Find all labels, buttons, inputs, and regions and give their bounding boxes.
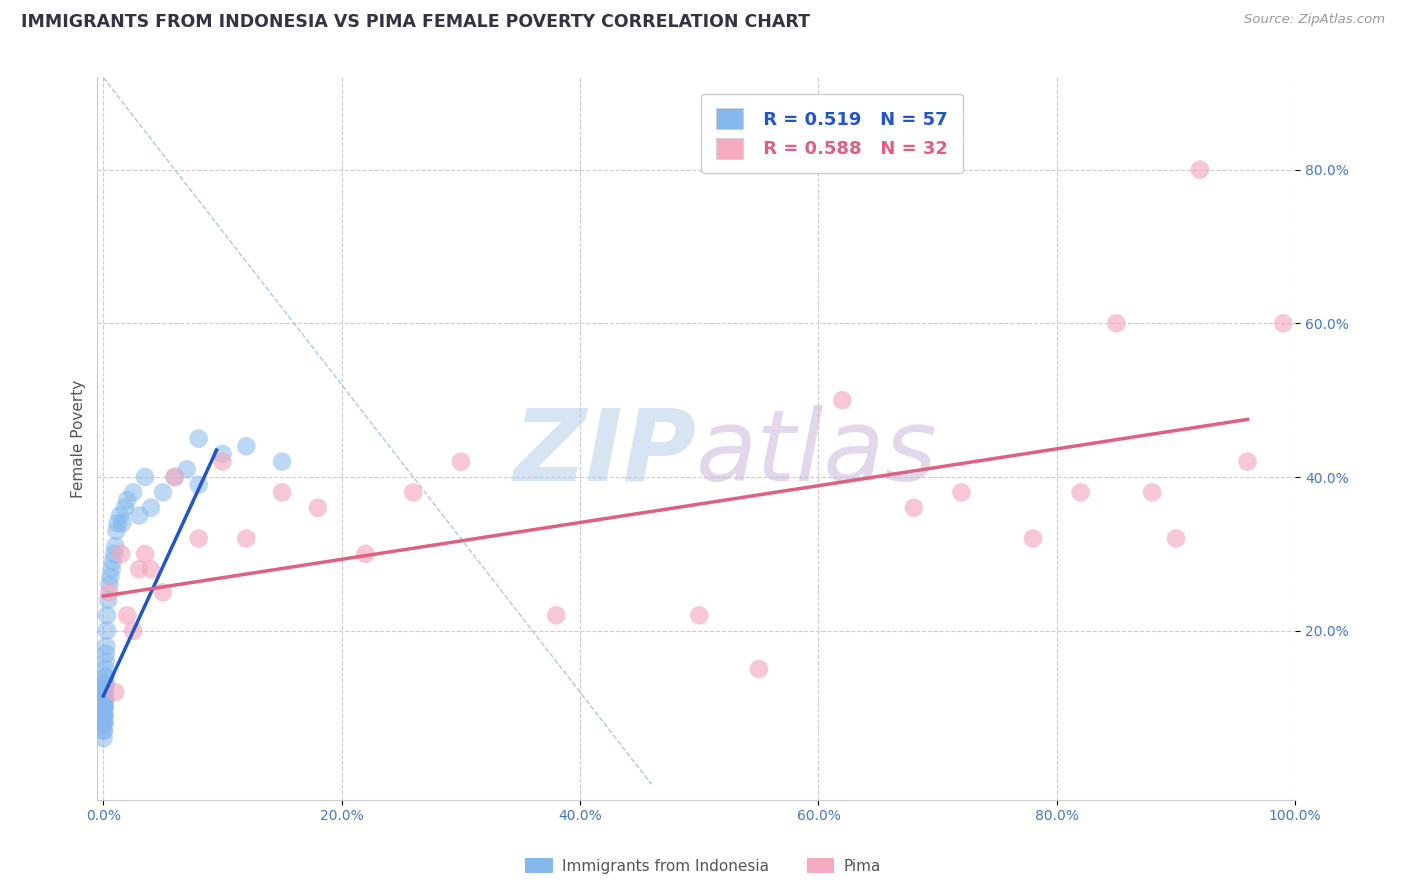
Point — [152, 485, 174, 500]
Point — [93, 715, 115, 730]
Point — [94, 655, 117, 669]
Point — [94, 670, 117, 684]
Point — [100, 570, 122, 584]
Point — [96, 639, 118, 653]
Point — [211, 455, 233, 469]
Point — [104, 685, 127, 699]
Point — [235, 439, 257, 453]
Point — [546, 608, 568, 623]
Point — [105, 524, 128, 538]
Point — [93, 693, 115, 707]
Point — [271, 455, 294, 469]
Point — [128, 508, 150, 523]
Point — [134, 547, 156, 561]
Point — [152, 585, 174, 599]
Point — [1105, 316, 1128, 330]
Point — [950, 485, 973, 500]
Point — [115, 608, 138, 623]
Point — [1070, 485, 1092, 500]
Point — [235, 532, 257, 546]
Point — [97, 593, 120, 607]
Point — [271, 485, 294, 500]
Point — [139, 500, 162, 515]
Point — [831, 393, 853, 408]
Point — [110, 547, 132, 561]
Point — [307, 500, 329, 515]
Point — [94, 693, 117, 707]
Point — [93, 708, 115, 723]
Legend: Immigrants from Indonesia, Pima: Immigrants from Indonesia, Pima — [519, 852, 887, 880]
Text: ZIP: ZIP — [513, 405, 696, 501]
Point — [122, 485, 145, 500]
Point — [93, 723, 115, 738]
Point — [903, 500, 925, 515]
Point — [94, 647, 117, 661]
Point — [1188, 162, 1211, 177]
Point — [354, 547, 377, 561]
Point — [114, 500, 136, 515]
Point — [111, 516, 134, 530]
Point — [139, 562, 162, 576]
Point — [688, 608, 710, 623]
Point — [748, 662, 770, 676]
Point — [211, 447, 233, 461]
Text: IMMIGRANTS FROM INDONESIA VS PIMA FEMALE POVERTY CORRELATION CHART: IMMIGRANTS FROM INDONESIA VS PIMA FEMALE… — [21, 13, 810, 31]
Point — [96, 608, 118, 623]
Point — [93, 708, 115, 723]
Point — [176, 462, 198, 476]
Text: Source: ZipAtlas.com: Source: ZipAtlas.com — [1244, 13, 1385, 27]
Point — [94, 677, 117, 691]
Point — [93, 708, 115, 723]
Point — [134, 470, 156, 484]
Point — [1236, 455, 1258, 469]
Point — [450, 455, 472, 469]
Point — [107, 516, 129, 530]
Point — [103, 547, 125, 561]
Point — [93, 731, 115, 746]
Point — [1272, 316, 1295, 330]
Legend:  R = 0.519   N = 57,  R = 0.588   N = 32: R = 0.519 N = 57, R = 0.588 N = 32 — [702, 94, 963, 173]
Point — [93, 700, 115, 714]
Point — [93, 700, 115, 714]
Point — [402, 485, 425, 500]
Point — [94, 677, 117, 691]
Point — [187, 477, 209, 491]
Point — [108, 508, 131, 523]
Point — [93, 685, 115, 699]
Point — [93, 715, 115, 730]
Point — [101, 555, 124, 569]
Point — [187, 532, 209, 546]
Point — [1022, 532, 1045, 546]
Y-axis label: Female Poverty: Female Poverty — [72, 379, 86, 498]
Point — [96, 624, 118, 638]
Point — [94, 670, 117, 684]
Point — [94, 685, 117, 699]
Point — [93, 677, 115, 691]
Point — [94, 693, 117, 707]
Point — [187, 432, 209, 446]
Point — [100, 562, 122, 576]
Point — [93, 700, 115, 714]
Point — [93, 708, 115, 723]
Point — [93, 685, 115, 699]
Point — [93, 693, 115, 707]
Point — [128, 562, 150, 576]
Point — [98, 585, 121, 599]
Point — [93, 723, 115, 738]
Point — [94, 662, 117, 676]
Text: atlas: atlas — [696, 405, 938, 501]
Point — [93, 715, 115, 730]
Point — [93, 700, 115, 714]
Point — [104, 539, 127, 553]
Point — [1164, 532, 1187, 546]
Point — [163, 470, 186, 484]
Point — [1140, 485, 1163, 500]
Point — [98, 577, 121, 591]
Point — [163, 470, 186, 484]
Point — [115, 493, 138, 508]
Point — [122, 624, 145, 638]
